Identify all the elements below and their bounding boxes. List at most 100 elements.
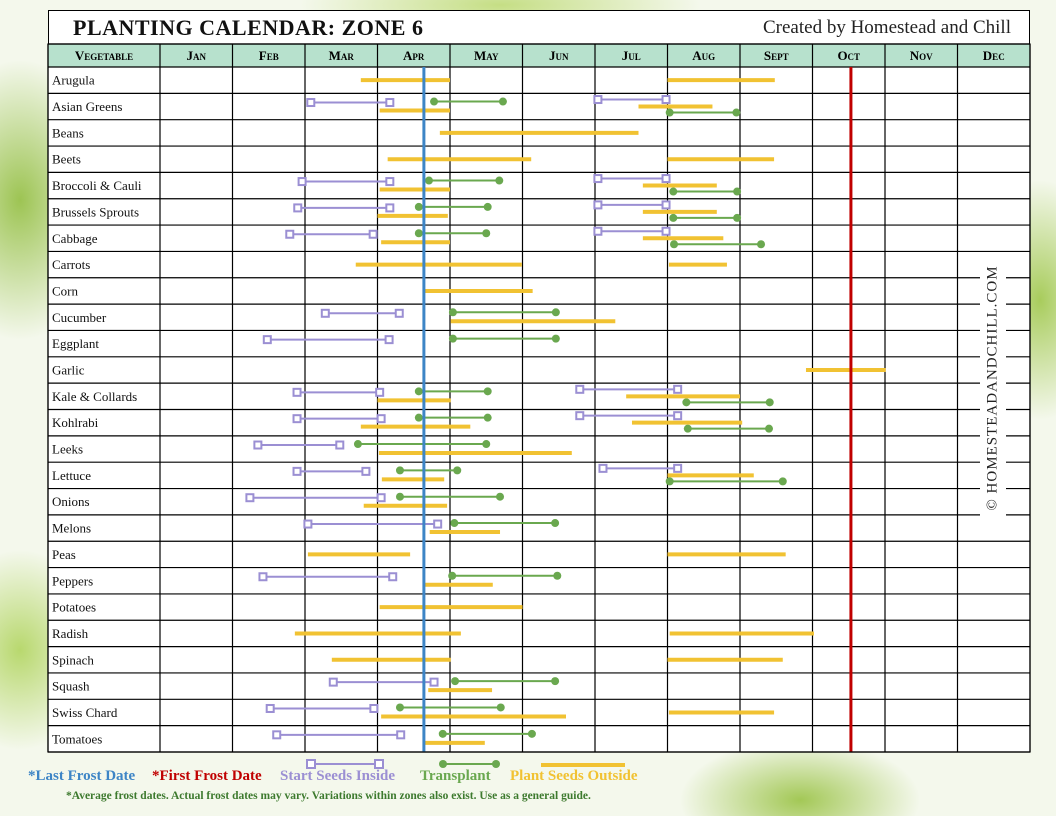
transplant-marker xyxy=(757,240,766,249)
transplant-marker xyxy=(551,677,560,686)
start-inside-marker xyxy=(396,730,406,740)
vegetable-label: Beets xyxy=(52,152,81,167)
transplant-marker xyxy=(430,97,439,106)
start-inside-bar xyxy=(292,466,371,476)
table-row: Tomatoes xyxy=(52,729,536,746)
transplant-marker xyxy=(665,477,674,486)
month-header-mar: Mar xyxy=(329,48,355,63)
start-inside-marker xyxy=(433,519,443,529)
transplant-marker xyxy=(482,229,491,238)
table-row: Corn xyxy=(52,283,533,298)
transplant-marker xyxy=(527,729,536,738)
start-inside-marker xyxy=(673,384,683,394)
transplant-marker xyxy=(733,187,742,196)
table-row: Brussels Sprouts xyxy=(52,200,742,222)
table-row: Cabbage xyxy=(52,226,766,249)
start-inside-marker xyxy=(598,463,608,473)
legend-last-frost: *Last Frost Date xyxy=(28,768,136,784)
table-row: Squash xyxy=(52,677,560,694)
month-header-jan: Jan xyxy=(187,48,207,63)
transplant-bar xyxy=(669,213,742,222)
table-border xyxy=(47,43,1031,753)
table-row: Radish xyxy=(52,626,814,641)
start-inside-marker xyxy=(328,677,338,687)
vegetable-label: Corn xyxy=(52,283,79,298)
footnote: *Average frost dates. Actual frost dates… xyxy=(66,790,591,802)
table-row: Potatoes xyxy=(52,600,523,615)
table-row: Peas xyxy=(52,547,786,562)
watermark-text: © HOMESTEADANDCHILL.COM xyxy=(984,264,1001,511)
start-inside-marker xyxy=(272,730,282,740)
transplant-marker xyxy=(483,387,492,396)
start-inside-marker xyxy=(575,411,585,421)
transplant-marker xyxy=(733,213,742,222)
start-inside-bar xyxy=(292,387,385,397)
legend-start-inside: Start Seeds Inside xyxy=(280,768,396,784)
start-inside-marker xyxy=(262,335,272,345)
transplant-marker xyxy=(496,492,505,501)
start-inside-bar xyxy=(297,177,395,187)
transplant-marker xyxy=(483,202,492,211)
vegetable-label: Potatoes xyxy=(52,600,96,615)
transplant-marker xyxy=(450,519,459,528)
table-row: Leeks xyxy=(52,440,572,457)
start-inside-bar xyxy=(245,493,386,503)
vegetable-label: Carrots xyxy=(52,257,90,272)
transplant-marker xyxy=(438,729,447,738)
vegetable-label: Peppers xyxy=(52,573,93,588)
vegetable-label: Eggplant xyxy=(52,336,99,351)
legend-swatch-start-inside xyxy=(306,759,384,769)
start-inside-marker xyxy=(661,174,671,184)
legend-swatch-transplant xyxy=(439,760,500,768)
start-inside-bar xyxy=(303,519,443,529)
start-inside-marker xyxy=(253,440,263,450)
transplant-marker xyxy=(551,308,560,317)
vegetable-label: Lettuce xyxy=(52,468,91,483)
transplant-marker xyxy=(395,703,404,712)
table-row: Swiss Chard xyxy=(52,703,775,720)
title-bar: PLANTING CALENDAR: ZONE 6 Created by Hom… xyxy=(48,10,1030,44)
transplant-marker xyxy=(453,466,462,475)
transplant-marker xyxy=(353,440,362,449)
header-vegetable: Vegetable xyxy=(75,48,133,63)
month-header-oct: Oct xyxy=(837,48,860,63)
header-row xyxy=(48,44,1030,67)
vegetable-label: Swiss Chard xyxy=(52,705,118,720)
transplant-bar xyxy=(450,519,560,528)
vegetable-label: Melons xyxy=(52,521,91,536)
transplant-marker xyxy=(414,387,423,396)
start-inside-marker xyxy=(661,200,671,210)
start-inside-marker xyxy=(384,335,394,345)
table-row: Carrots xyxy=(52,257,727,272)
vegetable-label: Asian Greens xyxy=(52,99,122,114)
month-header-dec: Dec xyxy=(983,48,1005,63)
vegetable-label: Tomatoes xyxy=(52,731,102,746)
transplant-marker xyxy=(395,492,404,501)
start-inside-bar xyxy=(575,411,683,421)
month-header-aug: Aug xyxy=(692,48,715,63)
transplant-marker xyxy=(765,424,773,433)
transplant-marker xyxy=(448,334,457,343)
transplant-bar xyxy=(395,492,505,501)
month-header-feb: Feb xyxy=(259,48,279,63)
start-inside-bar xyxy=(258,572,398,582)
start-inside-bar xyxy=(253,440,345,450)
table-background xyxy=(48,44,1030,752)
start-inside-bar xyxy=(328,677,439,687)
start-inside-bar xyxy=(593,95,671,105)
table-row: Kale & Collards xyxy=(52,384,774,407)
month-header-sept: Sept xyxy=(764,48,789,63)
table-row: Cucumber xyxy=(52,308,616,325)
vegetable-label: Peas xyxy=(52,547,76,562)
credit-text: Created by Homestead and Chill xyxy=(763,17,1011,38)
transplant-marker xyxy=(482,440,491,449)
table-row: Onions xyxy=(52,492,505,509)
table-row: Lettuce xyxy=(52,463,787,486)
start-inside-marker xyxy=(376,414,386,424)
transplant-marker xyxy=(670,240,679,249)
start-inside-bar xyxy=(598,463,683,473)
transplant-marker xyxy=(553,571,562,580)
start-inside-marker xyxy=(385,177,395,187)
